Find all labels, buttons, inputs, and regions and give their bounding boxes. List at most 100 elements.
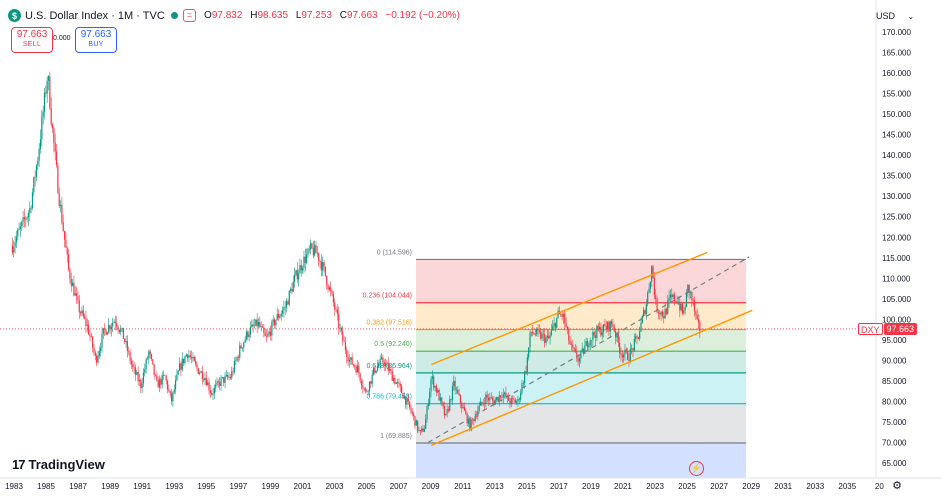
price-axis-label: 165.000 (882, 49, 911, 58)
candle-body (426, 405, 428, 420)
time-axis[interactable]: 1983 1985 1987 1989 1991 1993 1995 1997 1999 2001… (5, 482, 884, 491)
candle-body (442, 402, 444, 407)
symbol-title[interactable]: U.S. Dollar Index · 1M · TVC (25, 9, 165, 22)
candle-body (372, 368, 375, 375)
compare-button[interactable]: = (182, 9, 197, 22)
candle-body (265, 336, 268, 337)
candle-body (594, 335, 597, 338)
candle-body (687, 284, 689, 293)
candle-body (256, 319, 258, 327)
candle-body (422, 428, 424, 432)
candle-body (635, 336, 637, 339)
candle-body (50, 108, 52, 125)
candle-body (637, 336, 639, 339)
candle-body (549, 334, 551, 339)
candle-body (620, 352, 622, 355)
candle-body (578, 358, 581, 362)
candle-body (332, 293, 334, 303)
candle-body (327, 285, 329, 290)
price-axis[interactable]: 170.000 165.000 160.000 155.000 150.000 145.0… (882, 28, 911, 468)
candle-body (31, 192, 34, 209)
candle-body (348, 359, 351, 362)
candle-body (338, 313, 340, 328)
close-key: C (339, 10, 347, 21)
dollar-symbol-icon: $ (8, 9, 21, 22)
price-axis-label: 160.000 (882, 69, 911, 78)
candle-body (629, 348, 631, 362)
candle-body (582, 348, 585, 354)
price-axis-label: 115.000 (882, 254, 911, 263)
candle-body (328, 287, 330, 290)
candle-body (617, 333, 619, 343)
candle-body (593, 332, 595, 336)
sell-button[interactable]: 97.663 SELL (11, 27, 53, 53)
candle-body (272, 319, 274, 322)
candle-body (129, 351, 131, 362)
candle-body (114, 321, 116, 324)
candle-body (84, 316, 86, 319)
candle-body (355, 367, 357, 373)
candle-body (508, 395, 510, 401)
candle-body (19, 226, 22, 229)
candle-body (696, 314, 698, 320)
candle-body (164, 375, 166, 376)
candle-body (545, 337, 547, 343)
channel-median-line[interactable] (427, 256, 750, 444)
candle-body (371, 374, 373, 384)
candle-body (406, 398, 408, 405)
candle-body (205, 377, 207, 386)
candle-body (354, 365, 356, 368)
buy-button[interactable]: 97.663 BUY (75, 27, 117, 53)
price-axis-label: 130.000 (882, 192, 911, 201)
candle-body (681, 303, 684, 314)
candle-body (419, 430, 421, 431)
candle-body (490, 397, 492, 399)
candle-body (413, 413, 415, 416)
gear-icon[interactable]: ⚙ (892, 480, 902, 492)
channel-upper-line[interactable] (431, 251, 708, 366)
candle-body (613, 326, 615, 331)
candle-body (207, 382, 209, 386)
candle-body (229, 377, 232, 379)
candle-body (144, 369, 146, 373)
candle-body (261, 326, 264, 328)
candle-body (257, 321, 260, 327)
bolt-icon[interactable]: ⚡ (689, 461, 704, 476)
candle-body (302, 267, 304, 271)
candle-body (366, 391, 368, 392)
candle-body (627, 350, 629, 360)
candle-body (652, 266, 654, 278)
candle-body (81, 310, 83, 314)
candle-body (17, 229, 19, 237)
candle-body (394, 378, 396, 384)
candle-body (334, 302, 336, 310)
candle-body (161, 374, 163, 385)
candle-body (425, 419, 427, 429)
candle-body (335, 309, 337, 311)
candle-body (110, 326, 112, 330)
candle-body (469, 418, 471, 431)
price-axis-label: 125.000 (882, 213, 911, 222)
candle-body (374, 368, 376, 373)
candle-body (405, 396, 407, 405)
candle-body (386, 363, 388, 364)
fibonacci-retracement[interactable]: 0 (114.596) 0.236 (104.044) 0.382 (97.516)… (363, 249, 746, 478)
candle-body (130, 361, 133, 365)
candle-body (621, 354, 623, 358)
candle-body (684, 306, 686, 311)
candle-body (356, 365, 359, 373)
currency-selector[interactable]: USD ⌄ (876, 11, 914, 21)
tradingview-logo[interactable]: 17 TradingView (12, 457, 105, 472)
candle-body (121, 327, 123, 330)
trend-channel[interactable] (427, 251, 753, 447)
channel-lower-line[interactable] (431, 309, 753, 447)
candle-body (455, 389, 458, 391)
candle-body (228, 377, 230, 378)
candle-body (347, 357, 349, 362)
candle-body (59, 204, 62, 206)
candle-body (53, 128, 55, 143)
candle-body (605, 326, 607, 330)
candle-body (445, 413, 447, 416)
candle-body (273, 319, 276, 326)
